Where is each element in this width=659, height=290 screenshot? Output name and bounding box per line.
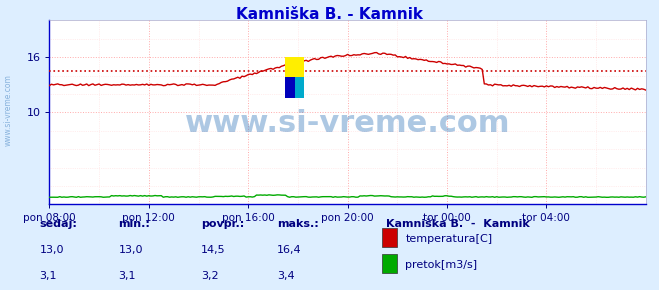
Bar (295, 77, 304, 98)
Text: 3,4: 3,4 (277, 271, 295, 281)
Text: 3,2: 3,2 (201, 271, 219, 281)
Text: maks.:: maks.: (277, 219, 318, 229)
Text: 13,0: 13,0 (40, 245, 64, 255)
Text: 3,1: 3,1 (40, 271, 57, 281)
Text: www.si-vreme.com: www.si-vreme.com (3, 74, 13, 146)
Text: 3,1: 3,1 (119, 271, 136, 281)
Text: 14,5: 14,5 (201, 245, 225, 255)
Bar (285, 57, 304, 77)
Text: www.si-vreme.com: www.si-vreme.com (185, 109, 510, 138)
Text: pretok[m3/s]: pretok[m3/s] (405, 260, 477, 270)
Text: Kamniška B.  -  Kamnik: Kamniška B. - Kamnik (386, 219, 529, 229)
Text: 16,4: 16,4 (277, 245, 301, 255)
Text: povpr.:: povpr.: (201, 219, 244, 229)
Text: 13,0: 13,0 (119, 245, 143, 255)
Text: Kamniška B. - Kamnik: Kamniška B. - Kamnik (236, 7, 423, 22)
Bar (285, 77, 295, 98)
Text: sedaj:: sedaj: (40, 219, 77, 229)
Text: min.:: min.: (119, 219, 150, 229)
Text: temperatura[C]: temperatura[C] (405, 234, 492, 244)
